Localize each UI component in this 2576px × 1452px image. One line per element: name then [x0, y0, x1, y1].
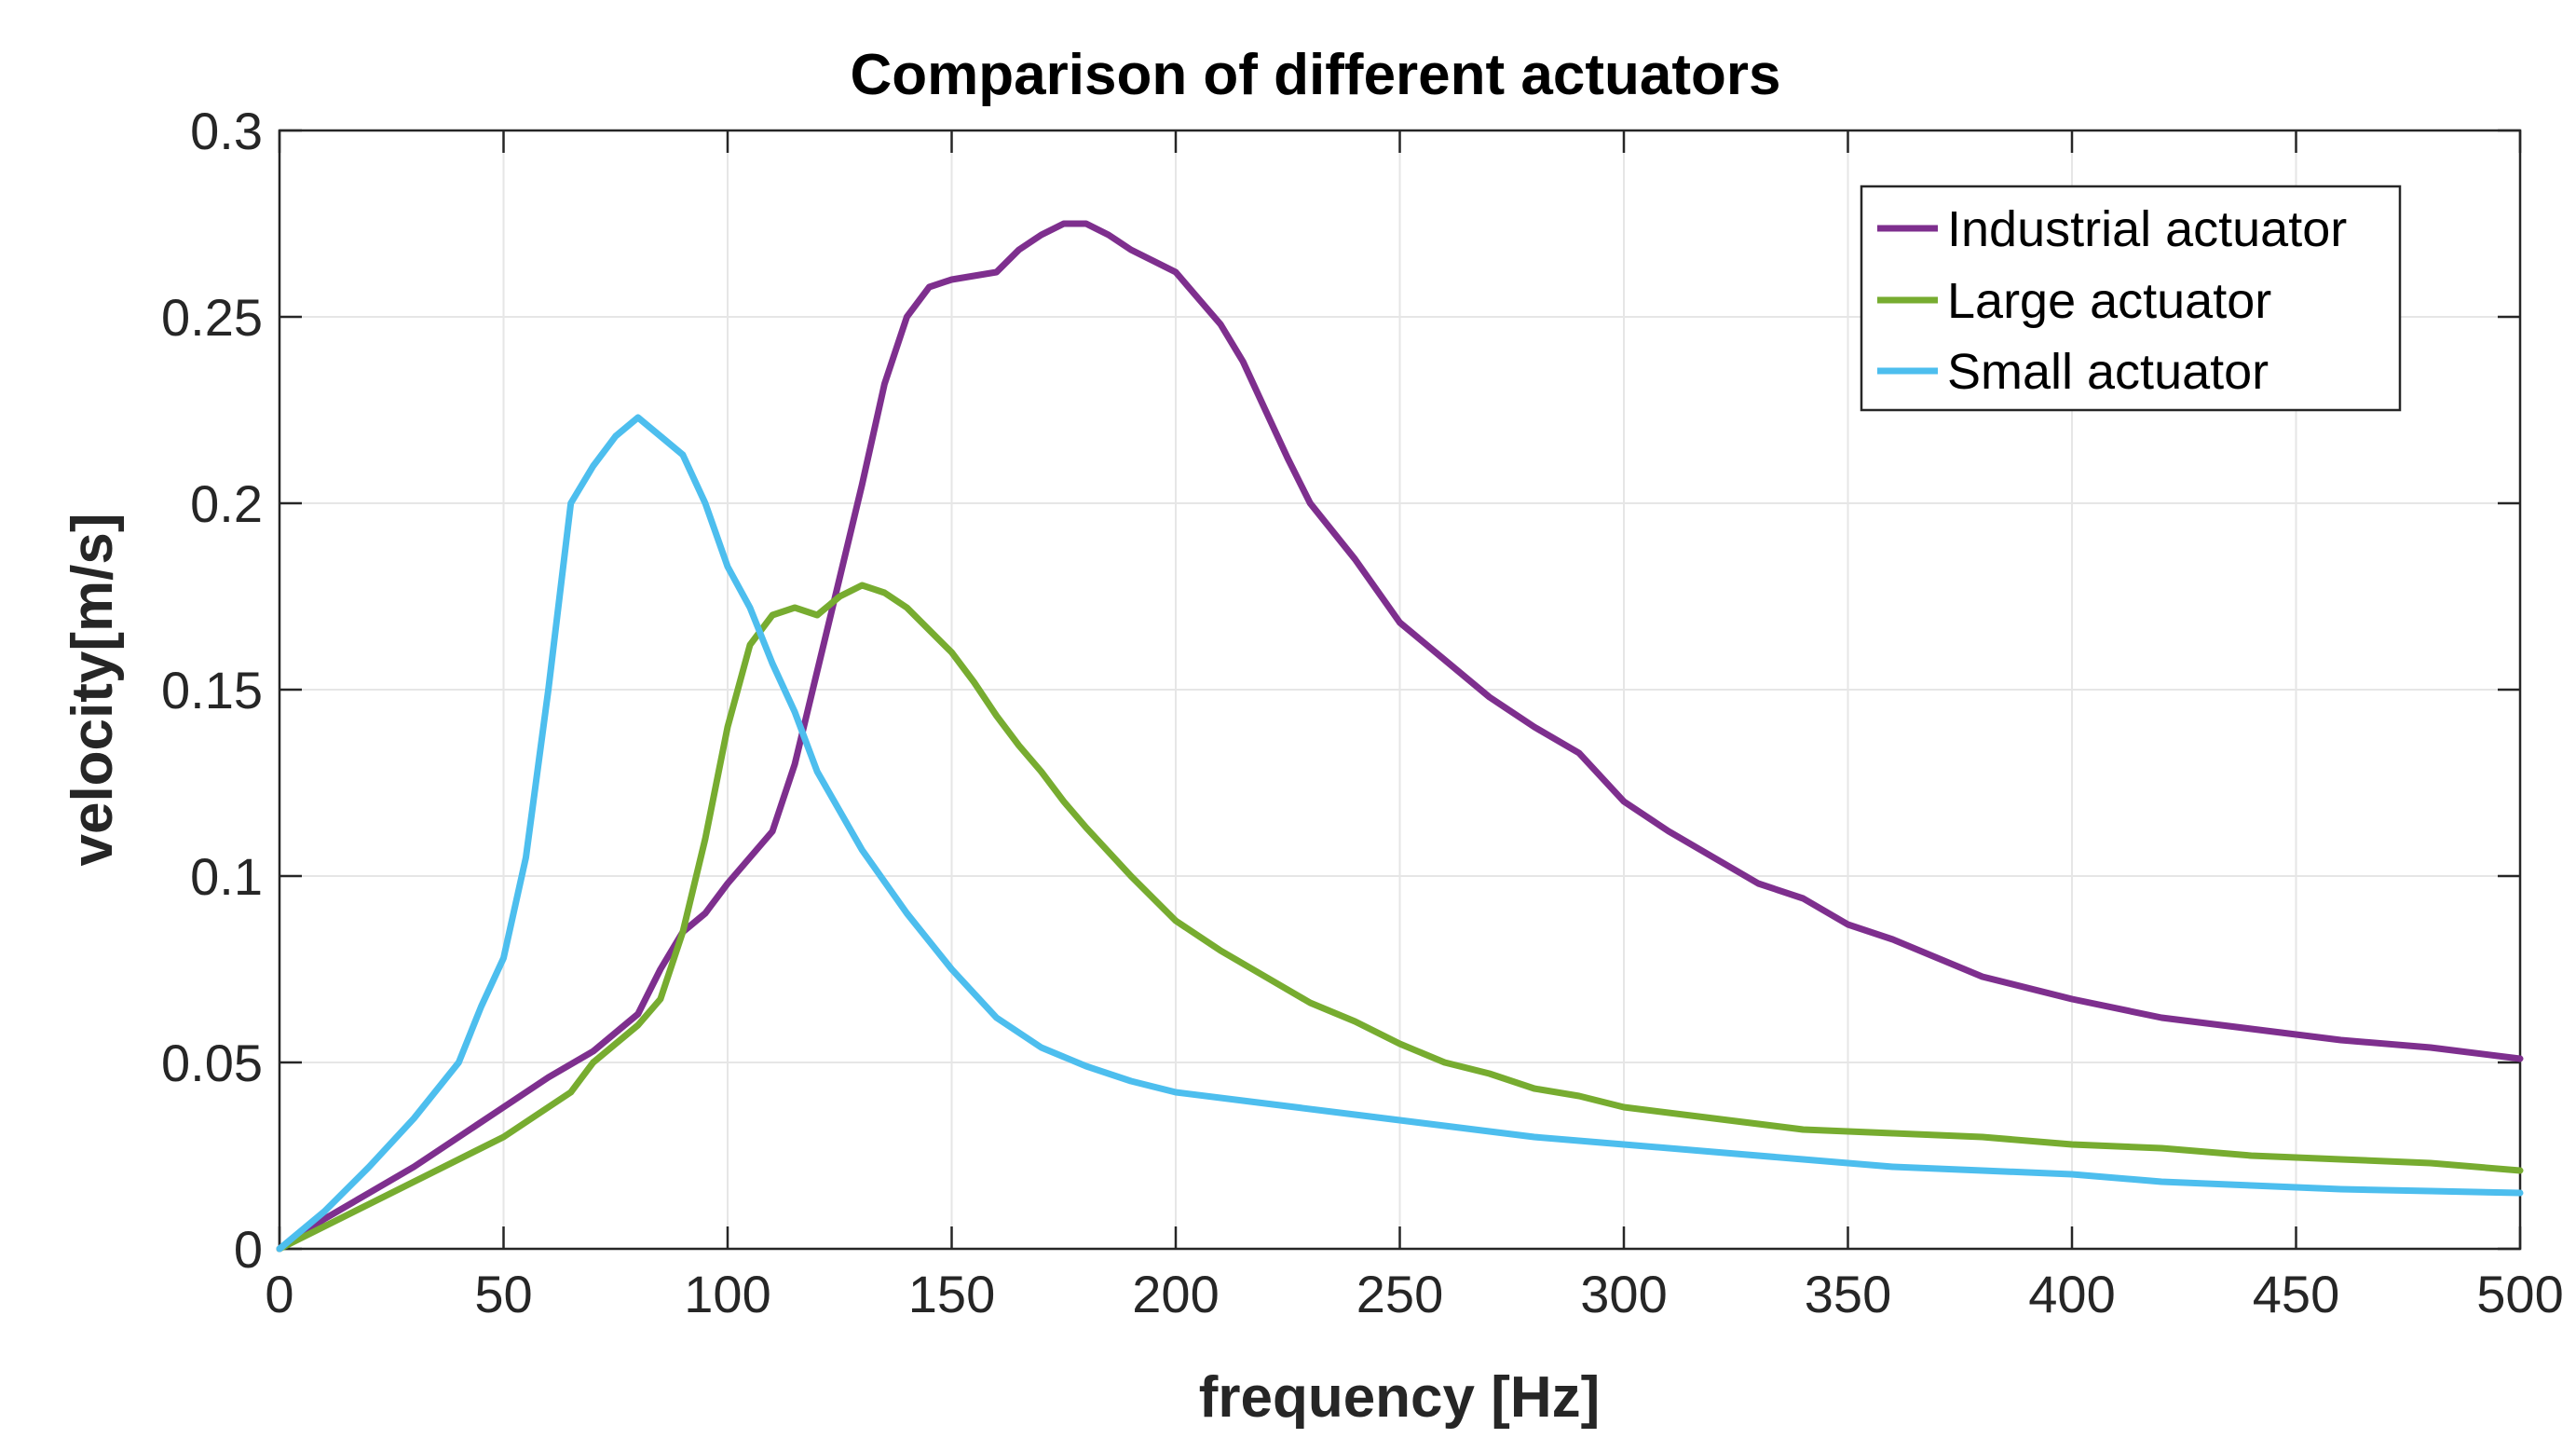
x-tick-label: 200 [1132, 1265, 1219, 1323]
y-tick-labels: 0 0.05 0.1 0.15 0.2 0.25 0.3 [161, 102, 263, 1279]
x-tick-label: 450 [2253, 1265, 2339, 1323]
axis-ticks [278, 129, 2522, 1251]
series-line-large-actuator [276, 582, 2524, 1253]
chart-title: Comparison of different actuators [851, 43, 1781, 107]
x-tick-label: 0 [265, 1265, 293, 1323]
x-tick-labels: 0 50 100 150 200 250 300 350 400 450 500 [265, 1265, 2563, 1323]
y-tick-label: 0.25 [161, 288, 263, 347]
x-axis-label: frequency [Hz] [1199, 1365, 1601, 1430]
y-tick-label: 0.3 [190, 102, 263, 160]
legend-box [1860, 185, 2402, 412]
legend: Industrial actuator Large actuator Small… [1860, 185, 2402, 412]
y-tick-label: 0 [234, 1220, 263, 1279]
series-line-industrial-actuator [276, 220, 2524, 1253]
x-tick-label: 500 [2476, 1265, 2563, 1323]
x-tick-label: 350 [1805, 1265, 1891, 1323]
series-lines [276, 220, 2524, 1253]
y-tick-label: 0.15 [161, 661, 263, 719]
legend-label-industrial-actuator: Industrial actuator [1947, 201, 2347, 257]
x-tick-label: 250 [1356, 1265, 1443, 1323]
x-tick-label: 50 [474, 1265, 532, 1323]
y-tick-label: 0.1 [190, 847, 263, 906]
x-tick-label: 150 [908, 1265, 995, 1323]
y-axis-label: velocity[m/s] [61, 513, 125, 866]
x-tick-label: 100 [684, 1265, 770, 1323]
x-tick-label: 300 [1580, 1265, 1667, 1323]
y-tick-label: 0.05 [161, 1034, 263, 1092]
series-line-small-actuator [276, 414, 2524, 1253]
y-tick-label: 0.2 [190, 474, 263, 533]
x-tick-label: 400 [2028, 1265, 2115, 1323]
legend-label-small-actuator: Small actuator [1947, 344, 2269, 400]
legend-label-large-actuator: Large actuator [1947, 273, 2271, 329]
